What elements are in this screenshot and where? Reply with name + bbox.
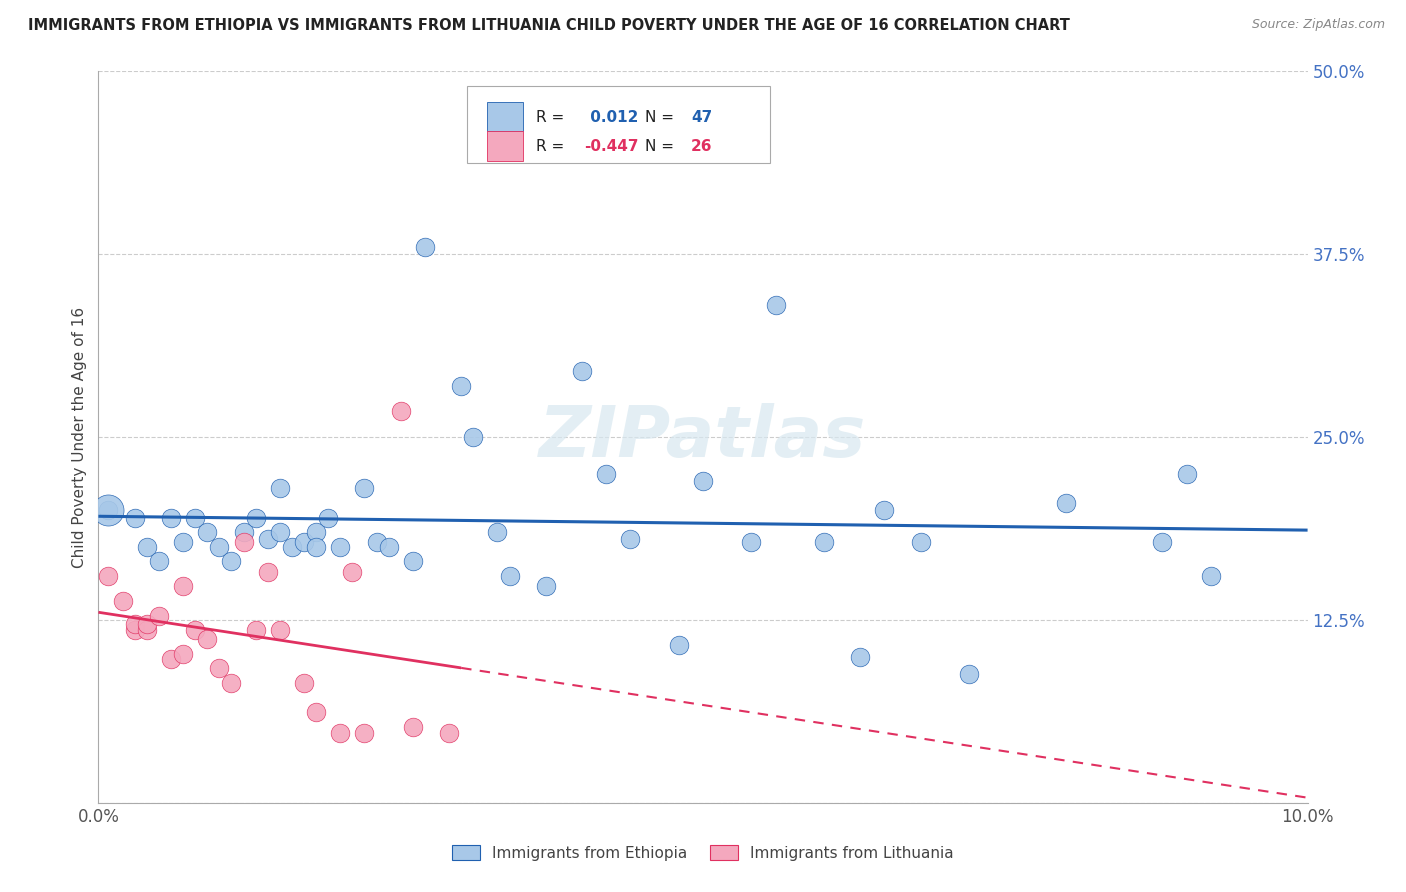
Point (256, 565, 278, 579)
Point (97, 503, 120, 517)
Point (329, 725, 352, 739)
Point (160, 510, 183, 524)
Point (124, 510, 146, 524)
Point (450, 379, 472, 393)
Point (813, 535, 835, 549)
Point (269, 525, 291, 540)
Point (245, 623, 267, 637)
Text: 26: 26 (690, 139, 713, 154)
Point (595, 467, 617, 481)
Point (353, 725, 375, 739)
Text: R =: R = (536, 139, 564, 154)
Point (135, 540, 157, 554)
FancyBboxPatch shape (486, 131, 523, 161)
Text: 0.012: 0.012 (585, 110, 638, 125)
FancyBboxPatch shape (467, 86, 769, 163)
Point (740, 535, 762, 549)
Point (305, 540, 328, 554)
Point (195, 525, 218, 540)
Point (292, 535, 315, 549)
Point (269, 481, 291, 495)
Point (135, 623, 157, 637)
Point (692, 474, 714, 488)
Point (389, 403, 412, 417)
Point (172, 535, 194, 549)
Point (765, 298, 787, 312)
Point (184, 510, 207, 524)
Text: IMMIGRANTS FROM ETHIOPIA VS IMMIGRANTS FROM LITHUANIA CHILD POVERTY UNDER THE AG: IMMIGRANTS FROM ETHIOPIA VS IMMIGRANTS F… (28, 18, 1070, 33)
Point (316, 510, 339, 524)
Text: ZIPatlas: ZIPatlas (540, 402, 866, 472)
Point (305, 525, 328, 540)
Point (910, 535, 932, 549)
Point (342, 565, 364, 579)
Point (184, 623, 207, 637)
Point (1175, 467, 1198, 481)
Point (498, 569, 520, 583)
Text: 47: 47 (690, 110, 713, 125)
Point (366, 535, 388, 549)
Point (172, 647, 194, 661)
Point (245, 510, 267, 524)
Point (221, 676, 243, 690)
Point (292, 676, 315, 690)
Point (437, 725, 460, 739)
Text: R =: R = (536, 110, 564, 125)
Point (124, 623, 146, 637)
Point (402, 720, 425, 734)
Point (329, 540, 352, 554)
Point (148, 608, 170, 623)
Text: N =: N = (645, 139, 673, 154)
Point (208, 661, 231, 675)
Text: N =: N = (645, 110, 673, 125)
Point (305, 705, 328, 719)
Point (232, 535, 254, 549)
FancyBboxPatch shape (486, 102, 523, 131)
Point (534, 579, 557, 593)
Point (256, 533, 278, 547)
Point (402, 554, 425, 568)
Point (111, 594, 134, 608)
Point (135, 617, 157, 632)
Point (160, 652, 183, 666)
Point (486, 525, 509, 540)
Point (124, 617, 146, 632)
Y-axis label: Child Poverty Under the Age of 16: Child Poverty Under the Age of 16 (72, 307, 87, 567)
Point (619, 533, 641, 547)
Point (1152, 535, 1174, 549)
Point (97, 569, 120, 583)
Point (463, 430, 485, 444)
Point (668, 638, 690, 652)
Point (1199, 569, 1222, 583)
Point (353, 481, 375, 495)
Point (269, 623, 291, 637)
Point (221, 554, 243, 568)
Point (873, 503, 896, 517)
Point (172, 579, 194, 593)
Text: -0.447: -0.447 (585, 139, 638, 154)
Point (195, 632, 218, 646)
Point (1054, 496, 1077, 510)
Point (97, 503, 120, 517)
Point (377, 540, 399, 554)
Point (281, 540, 304, 554)
Point (232, 525, 254, 540)
Text: Source: ZipAtlas.com: Source: ZipAtlas.com (1251, 18, 1385, 31)
Point (208, 540, 231, 554)
Point (849, 649, 872, 664)
Legend: Immigrants from Ethiopia, Immigrants from Lithuania: Immigrants from Ethiopia, Immigrants fro… (444, 837, 962, 868)
Point (957, 667, 980, 681)
Point (571, 364, 593, 378)
Point (148, 554, 170, 568)
Point (413, 240, 436, 254)
